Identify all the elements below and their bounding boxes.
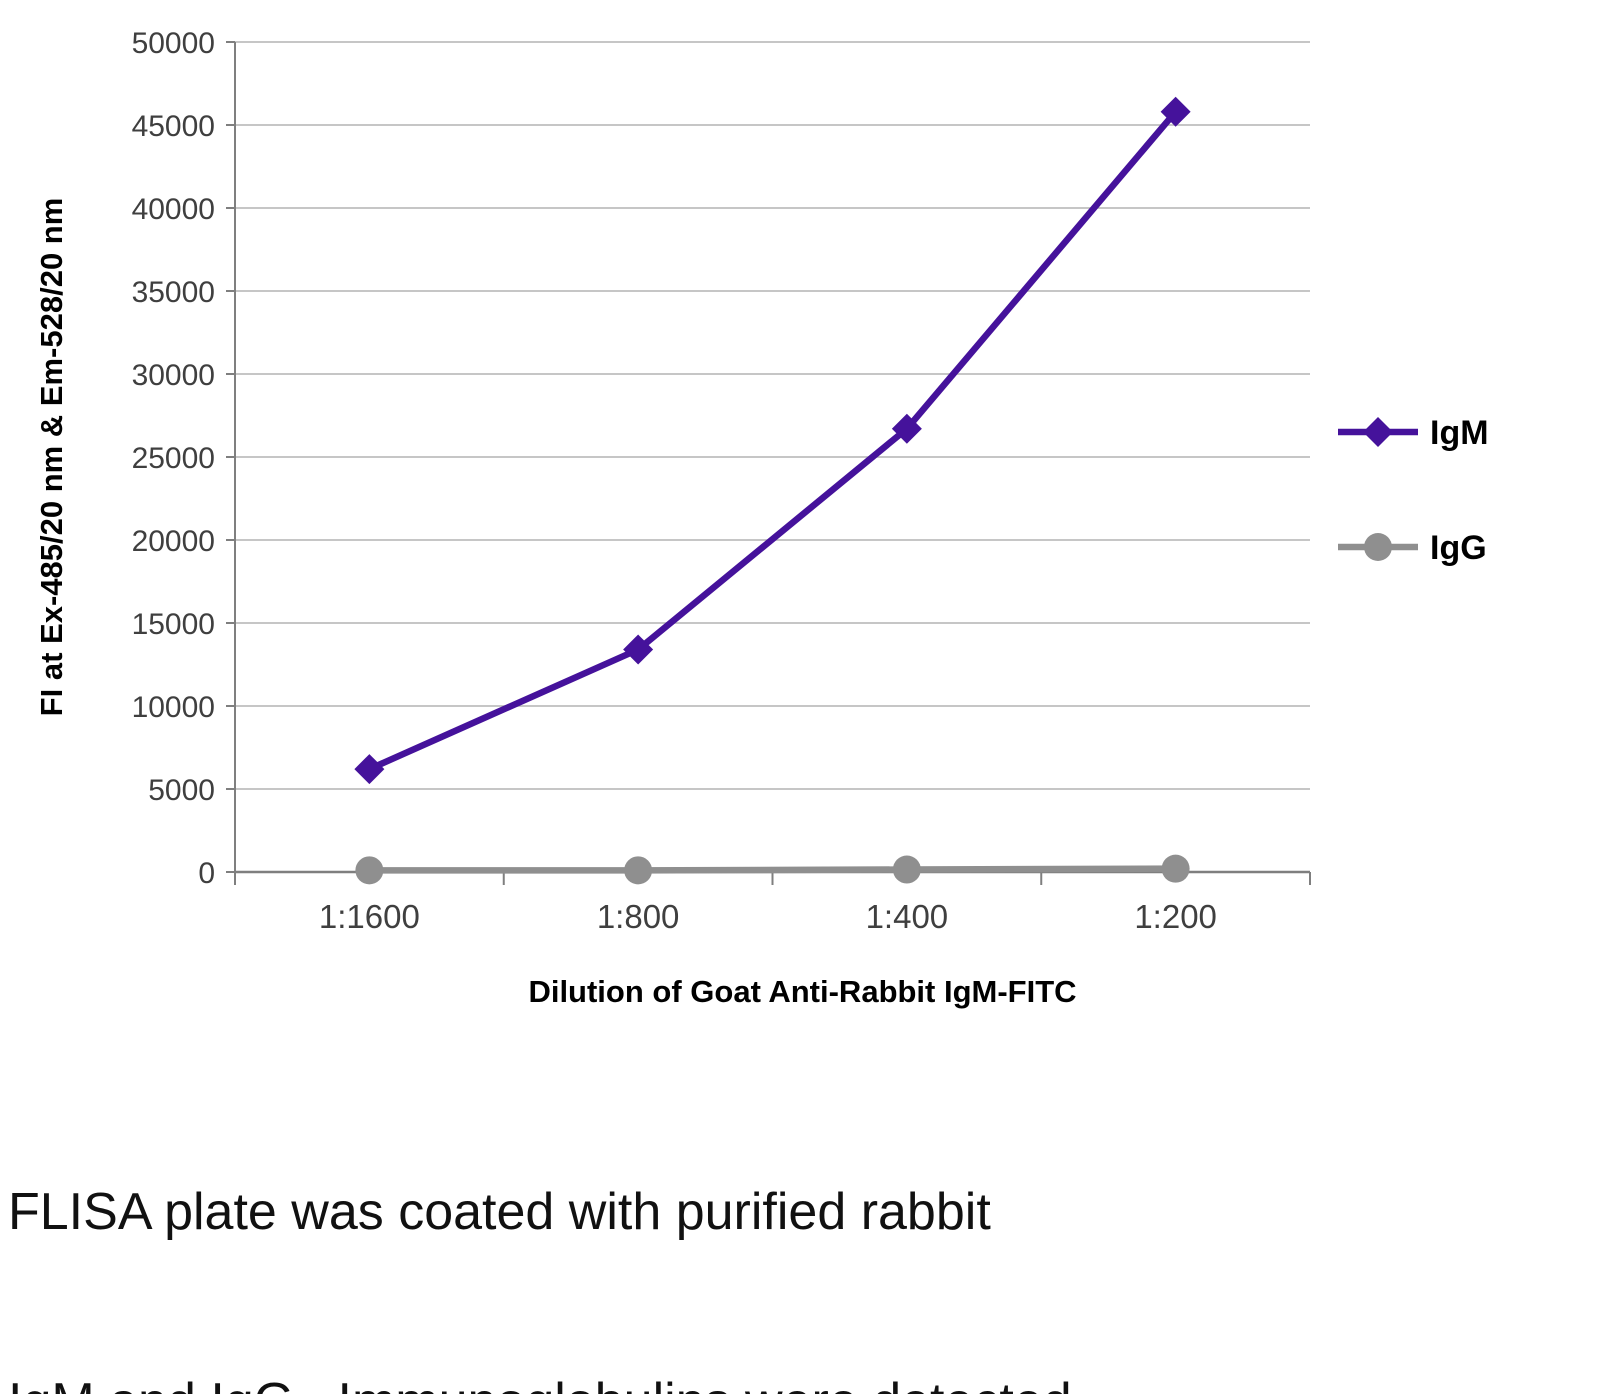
series-line-IgM [366,108,1179,773]
y-tick-label: 50000 [132,27,215,60]
caption-line: IgM and IgG. Immunoglobulins were detect… [8,1371,1548,1394]
x-axis-title: Dilution of Goat Anti-Rabbit IgM-FITC [528,974,1076,1009]
y-tick-label: 35000 [132,276,215,309]
legend-marker-IgG [1364,533,1392,561]
legend-marker-IgM [1363,417,1393,447]
series-marker-IgG [355,856,384,885]
caption-line: FLISA plate was coated with purified rab… [8,1182,991,1241]
y-tick-label: 10000 [132,691,215,724]
x-tick-label: 1:1600 [319,898,420,935]
y-tick-label: 5000 [148,774,215,807]
series-marker-IgM [623,634,654,665]
y-tick-label: 45000 [132,110,215,143]
series-marker-IgG [624,856,653,885]
y-axis-title: FI at Ex-485/20 nm & Em-528/20 nm [34,198,69,717]
figure-caption: FLISA plate was coated with purified rab… [8,1054,1548,1394]
x-tick-label: 1:400 [866,898,949,935]
series-marker-IgM [891,413,922,444]
series-line-IgG [366,865,1179,874]
x-tick-label: 1:200 [1134,898,1217,935]
y-tick-label: 25000 [132,442,215,475]
legend-label-IgG: IgG [1430,529,1487,567]
y-tick-label: 20000 [132,525,215,558]
line-chart: 0 5000 10000 15000 20000 25000 30000 35000 40000… [34,27,1489,1009]
series-marker-IgM [1160,96,1191,127]
legend-label-IgM: IgM [1430,414,1489,452]
x-tick-label: 1:800 [597,898,680,935]
y-tick-label: 40000 [132,193,215,226]
y-tick-label: 0 [198,857,215,890]
series-marker-IgG [892,855,921,884]
series-marker-IgG [1161,854,1190,883]
series-marker-IgM [354,754,385,785]
y-tick-label: 30000 [132,359,215,392]
y-tick-label: 15000 [132,608,215,641]
